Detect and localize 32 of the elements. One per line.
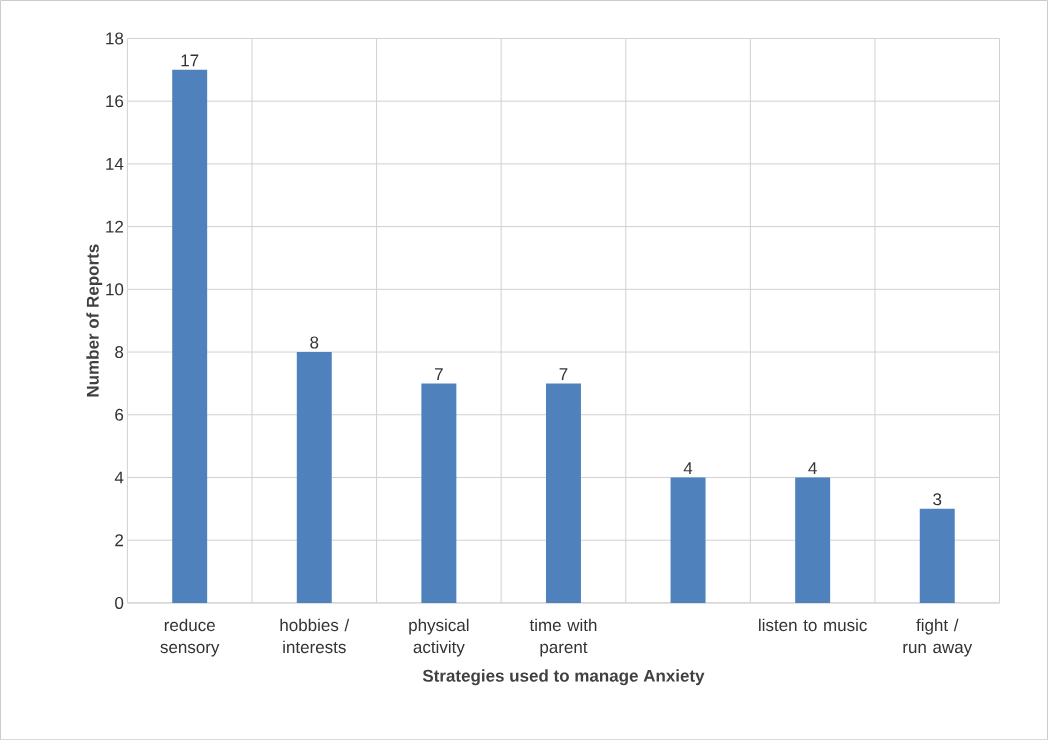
y-tick-label: 8 — [115, 345, 124, 358]
y-tick-label: 18 — [106, 32, 124, 45]
y-tick-label: 16 — [106, 95, 124, 108]
bar — [670, 477, 706, 603]
data-label: 3 — [933, 493, 942, 506]
x-tick-label: physical activity — [409, 618, 469, 657]
x-tick-label: time with parent — [529, 618, 597, 657]
y-tick-label: 4 — [114, 471, 124, 484]
data-label: 4 — [683, 462, 693, 474]
bar — [296, 351, 332, 603]
y-tick-label: 12 — [106, 220, 124, 233]
y-tick-label: 14 — [106, 157, 124, 170]
bar — [919, 508, 955, 603]
bar — [545, 383, 581, 603]
bar — [795, 477, 831, 603]
bar — [172, 69, 208, 603]
data-label: 4 — [808, 462, 817, 474]
x-tick-label: fight / run away — [903, 618, 973, 657]
y-tick-label: 2 — [115, 534, 124, 546]
x-tick-label: listen to music — [759, 618, 867, 632]
data-label: 8 — [310, 336, 319, 349]
x-axis-title: Strategies used to manage Anxiety — [422, 669, 705, 686]
y-axis-title: Number of Reports — [86, 244, 103, 397]
bar — [421, 383, 457, 603]
x-tick-label: reduce sensory — [160, 618, 220, 657]
x-tick-label: hobbies / interests — [280, 618, 350, 653]
data-label: 7 — [559, 368, 568, 380]
data-label: 17 — [181, 54, 199, 67]
data-label: 7 — [435, 368, 443, 380]
y-tick-label: 6 — [115, 408, 124, 421]
y-tick-label: 0 — [115, 596, 124, 609]
y-tick-label: 10 — [106, 283, 124, 296]
